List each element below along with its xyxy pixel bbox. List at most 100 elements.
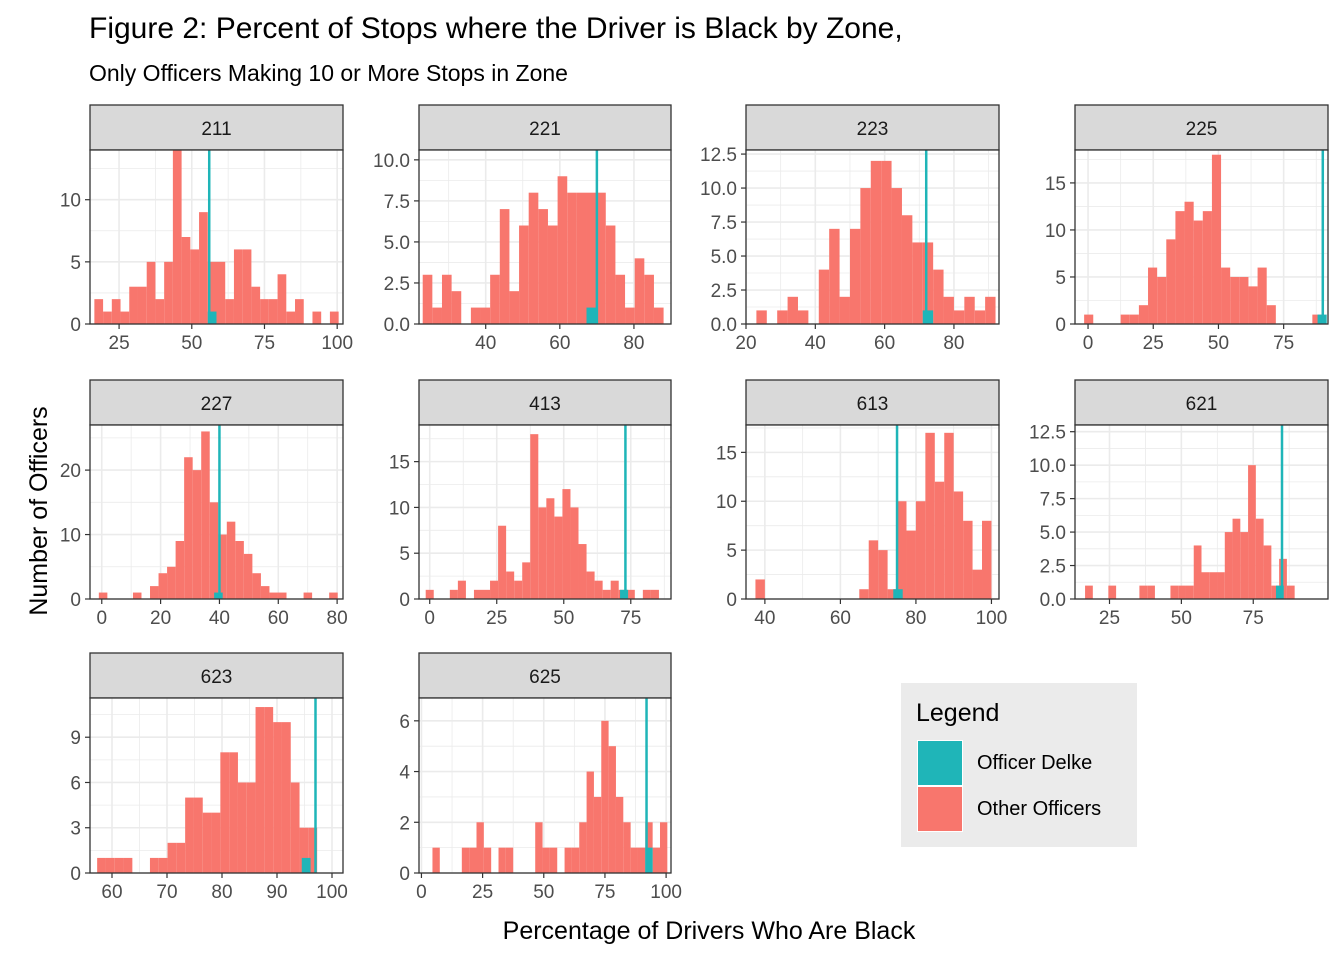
bar-other-officers	[530, 434, 539, 599]
bar-other-officers	[1209, 572, 1218, 599]
bar-other-officers	[469, 847, 477, 873]
bar-other-officers	[1170, 585, 1179, 599]
bar-officer-delke	[645, 847, 653, 873]
bar-other-officers	[625, 307, 635, 324]
bar-other-officers	[839, 296, 850, 324]
bar-other-officers	[483, 847, 492, 873]
bar-other-officers	[242, 249, 252, 324]
bar-other-officers	[546, 498, 555, 599]
facet-panel-623: 623 60 70 80 90 100 0 3 6 9	[70, 652, 348, 903]
bar-other-officers	[149, 857, 159, 873]
y-tick-label: 5	[1055, 268, 1066, 289]
bar-other-officers	[1217, 572, 1225, 599]
x-tick-label: 25	[1143, 333, 1164, 354]
bar-other-officers	[644, 274, 654, 324]
y-tick-label: 5	[70, 253, 81, 274]
bar-other-officers	[1202, 211, 1212, 324]
bar-other-officers	[303, 592, 313, 599]
panel-border	[89, 149, 344, 325]
bar-other-officers	[1129, 314, 1139, 324]
x-tick-label: 25	[472, 882, 493, 903]
bar-other-officers	[1224, 532, 1233, 599]
x-tick-label: 50	[533, 882, 554, 903]
bar-other-officers	[155, 299, 165, 324]
x-tick-label: 75	[620, 608, 641, 629]
bar-other-officers	[953, 310, 965, 324]
bar-other-officers	[593, 796, 602, 873]
facet-strip-label: 613	[857, 394, 889, 415]
legend: Legend Officer Delke Other Officers	[901, 683, 1137, 847]
bar-other-officers	[220, 752, 230, 873]
chart-title: Figure 2: Percent of Stops where the Dri…	[89, 12, 903, 45]
y-tick-label: 6	[70, 773, 81, 794]
bar-other-officers	[1193, 220, 1203, 324]
x-tick-label: 60	[101, 882, 122, 903]
bar-other-officers	[277, 592, 287, 599]
y-tick-label: 3	[70, 819, 81, 840]
facet-panel-413: 413 0 25 50 75 0 5 10 15	[389, 379, 672, 629]
bar-other-officers	[934, 481, 945, 599]
bar-other-officers	[167, 842, 177, 873]
y-tick-label: 0.0	[711, 315, 737, 336]
bar-other-officers	[897, 501, 907, 599]
bar-other-officers	[953, 491, 964, 599]
bar-other-officers	[922, 242, 934, 324]
bar-other-officers	[260, 299, 269, 324]
bar-other-officers	[226, 521, 236, 599]
bar-other-officers	[891, 188, 902, 324]
bar-officer-delke	[620, 589, 629, 599]
bar-other-officers	[185, 797, 194, 873]
y-tick-label: 5	[726, 541, 737, 562]
bar-other-officers	[498, 847, 506, 873]
bar-other-officers	[615, 274, 626, 324]
y-tick-label: 2.5	[1040, 557, 1066, 578]
y-tick-label: 10	[60, 191, 81, 212]
y-tick-label: 0	[399, 590, 410, 611]
bar-other-officers	[111, 299, 121, 324]
bar-other-officers	[299, 827, 309, 873]
bar-other-officers	[1147, 585, 1155, 599]
x-tick-label: 40	[805, 333, 826, 354]
x-tick-label: 80	[211, 882, 232, 903]
x-tick-label: 0	[96, 608, 107, 629]
bar-other-officers	[1178, 585, 1186, 599]
panel-border	[89, 424, 344, 600]
bar-other-officers	[158, 857, 168, 873]
bar-other-officers	[476, 822, 484, 873]
y-tick-label: 10.0	[373, 151, 410, 172]
bar-other-officers	[312, 311, 322, 324]
facet-panel-223: 223 20 40 60 80 0.0 2.5 5.0 7.5 10.0 12.5	[700, 104, 1000, 354]
bar-other-officers	[1248, 465, 1256, 599]
panel-border	[1074, 424, 1329, 600]
bar-other-officers	[286, 311, 296, 324]
bar-other-officers	[1271, 585, 1280, 599]
facet-panel-227: 227 0 20 40 60 80 0 10 20	[60, 379, 348, 629]
bar-other-officers	[129, 286, 138, 324]
y-tick-label: 10	[716, 492, 737, 513]
bar-other-officers	[787, 296, 798, 324]
bar-other-officers	[605, 225, 616, 324]
bar-other-officers	[1193, 545, 1202, 599]
bar-other-officers	[449, 589, 458, 599]
bar-other-officers	[1084, 314, 1094, 324]
x-tick-label: 60	[874, 333, 895, 354]
bar-other-officers	[451, 291, 462, 324]
x-tick-label: 60	[268, 608, 289, 629]
bar-other-officers	[1221, 267, 1231, 324]
bar-other-officers	[260, 586, 270, 599]
facet-strip	[1074, 379, 1329, 426]
facet-strip-label: 225	[1186, 119, 1218, 140]
bar-other-officers	[146, 261, 156, 324]
x-tick-label: 50	[181, 333, 202, 354]
y-tick-label: 15	[716, 443, 737, 464]
bar-other-officers	[570, 507, 579, 599]
x-tick-label: 75	[1273, 333, 1294, 354]
bar-other-officers	[114, 857, 124, 873]
bar-other-officers	[567, 192, 577, 324]
facet-strip-label: 413	[529, 394, 561, 415]
bar-other-officers	[650, 589, 659, 599]
bar-other-officers	[158, 573, 168, 599]
bar-other-officers	[480, 307, 491, 324]
bar-other-officers	[1240, 532, 1249, 599]
bar-other-officers	[255, 707, 265, 873]
